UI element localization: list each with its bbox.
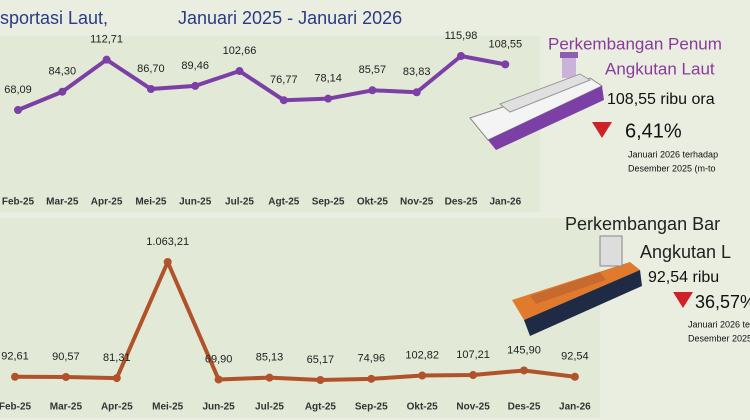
value-label: 74,96 [358, 353, 386, 365]
x-tick-label: Apr-25 [101, 402, 133, 413]
point [112, 374, 121, 383]
value-label: 102,66 [223, 45, 257, 57]
chart-subtitle: Januari 2025 - Januari 2026 [178, 8, 402, 28]
line [17, 54, 506, 112]
value-label: 81,31 [103, 352, 131, 364]
x-tick-label: Sep-25 [312, 197, 345, 208]
value-label: 90,57 [52, 351, 80, 363]
point [163, 258, 172, 266]
value-label: 115,98 [445, 30, 478, 42]
x-tick-label: Okt-25 [407, 402, 439, 413]
x-tick-label: Nov-25 [456, 402, 490, 413]
value-label: 68,09 [4, 84, 32, 96]
x-tick-label: Jun-25 [179, 197, 212, 208]
top-panel-bg [0, 36, 540, 212]
panel-note: Januari 2026 ter [688, 319, 750, 329]
point [457, 52, 465, 60]
x-tick-label: Apr-25 [91, 197, 123, 208]
point [418, 371, 427, 380]
x-tick-label: Agt-25 [305, 402, 337, 413]
x-tick-label: Mar-25 [46, 197, 79, 208]
value-label: 92,61 [1, 351, 29, 363]
point [61, 372, 70, 381]
point [146, 85, 155, 94]
value-label: 92,54 [561, 351, 589, 363]
bottom-panel-bg [0, 218, 600, 418]
point [570, 372, 579, 381]
point [102, 55, 111, 64]
x-tick-label: Jul-25 [225, 197, 254, 208]
point [412, 88, 421, 97]
panel-note: Desember 2025 (m-to [628, 163, 716, 173]
panel-note: Desember 2025 [688, 333, 750, 343]
x-tick-label: Jan-26 [489, 197, 521, 208]
value-label: 107,21 [456, 349, 490, 361]
point [11, 372, 19, 381]
panel-note: Januari 2026 terhadap [628, 149, 718, 159]
point [265, 373, 274, 382]
point [324, 94, 333, 103]
panel-change: 6,41% [625, 120, 682, 142]
value-label: 76,77 [270, 74, 298, 86]
point [367, 374, 376, 383]
x-tick-label: Agt-25 [268, 197, 300, 208]
panel-title: Perkembangan Penum [548, 34, 722, 53]
x-tick-label: Okt-25 [357, 197, 389, 208]
cargo-ship-icon [512, 235, 642, 336]
x-tick-label: Jun-25 [202, 402, 235, 413]
panel-title: Angkutan Laut [605, 59, 715, 78]
value-label: 65,17 [307, 354, 335, 366]
line [14, 260, 576, 382]
x-tick-label: Des-25 [508, 402, 541, 413]
passenger-ship-icon [469, 52, 604, 150]
value-label: 69,90 [205, 353, 233, 365]
x-tick-label: Nov-25 [400, 197, 434, 208]
value-label: 1.063,21 [146, 236, 189, 248]
point [368, 86, 377, 95]
x-tick-label: Jul-25 [255, 402, 284, 413]
value-label: 108,55 [488, 38, 522, 50]
value-label: 84,30 [49, 66, 77, 78]
x-tick-label: Des-25 [445, 197, 478, 208]
point [469, 371, 478, 380]
value-label: 85,57 [359, 64, 387, 76]
value-label: 89,46 [181, 60, 209, 72]
point [316, 376, 325, 384]
x-tick-label: Mar-25 [50, 402, 83, 413]
value-label: 145,90 [507, 344, 541, 356]
x-tick-label: Feb-25 [2, 197, 35, 208]
x-tick-label: Mei-25 [135, 197, 167, 208]
point [520, 366, 528, 375]
panel-title: Angkutan L [640, 242, 731, 262]
chart-title: sportasi Laut, [0, 8, 108, 28]
x-tick-label: Jan-26 [559, 402, 591, 413]
value-label: 78,14 [314, 73, 342, 85]
x-tick-label: Sep-25 [355, 402, 388, 413]
panel-change: 36,57% [695, 292, 750, 312]
down-arrow [673, 292, 693, 308]
point [235, 67, 244, 76]
panel-value: 92,54 ribu [648, 269, 719, 286]
point [58, 87, 67, 96]
value-label: 85,13 [256, 352, 284, 364]
value-label: 83,83 [403, 66, 431, 78]
point [14, 106, 22, 114]
value-label: 86,70 [137, 63, 165, 75]
panel-value: 108,55 ribu ora [607, 91, 715, 108]
down-arrow [592, 122, 612, 138]
point [214, 375, 223, 384]
x-tick-label: Feb-25 [0, 402, 32, 413]
point [191, 81, 200, 90]
point [501, 60, 510, 69]
panel-title: Perkembangan Bar [565, 214, 720, 234]
value-label: 112,71 [90, 34, 123, 46]
value-label: 102,82 [405, 349, 439, 361]
x-tick-label: Mei-25 [152, 402, 184, 413]
point [279, 96, 288, 105]
